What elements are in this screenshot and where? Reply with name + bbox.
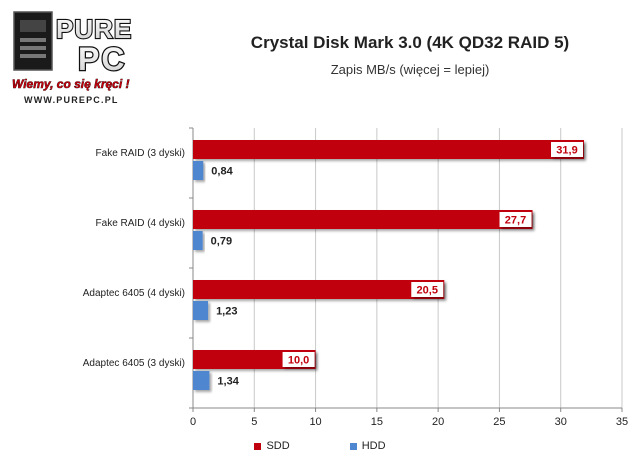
data-label-hdd: 0,84 [211, 166, 233, 178]
x-tick-label: 15 [371, 416, 383, 428]
legend-label-sdd: SDD [266, 440, 290, 452]
category-label: Fake RAID (4 dyski) [96, 218, 185, 229]
data-label-sdd: 27,7 [505, 215, 526, 227]
data-label-box [551, 142, 584, 157]
chart-legend: SDD HDD [0, 440, 640, 452]
data-label-sdd: 31,9 [556, 145, 577, 157]
chart-subtitle: Zapis MB/s (więcej = lepiej) [330, 62, 490, 77]
category-label: Adaptec 6405 (4 dyski) [83, 288, 185, 299]
legend-item-sdd: SDD [254, 440, 290, 452]
bar-sdd [193, 210, 533, 229]
data-label-sdd: 10,0 [288, 355, 309, 367]
legend-swatch-hdd [349, 442, 357, 450]
data-label-box [282, 352, 315, 367]
x-tick-label: 35 [616, 416, 628, 428]
x-tick-label: 5 [251, 416, 257, 428]
x-tick-label: 25 [493, 416, 505, 428]
category-label: Adaptec 6405 (3 dyski) [83, 358, 185, 369]
data-label-box [499, 212, 532, 227]
logo-tagline: Wiemy, co się kręci ! [12, 77, 130, 91]
x-tick-label: 10 [309, 416, 321, 428]
bar-sdd [193, 280, 445, 299]
bar-hdd [193, 231, 203, 250]
purepc-logo: PURE PC Wiemy, co się kręci ! WWW.PUREPC… [12, 11, 132, 105]
legend-label-hdd: HDD [361, 440, 386, 452]
bar-hdd [193, 301, 209, 320]
x-tick-label: 30 [555, 416, 567, 428]
chart-title: Crystal Disk Mark 3.0 (4K QD32 RAID 5) [250, 33, 570, 52]
bar-sdd [193, 140, 585, 159]
logo-url: WWW.PUREPC.PL [24, 95, 119, 105]
data-label-hdd: 1,34 [217, 376, 239, 388]
bar-hdd [193, 371, 210, 390]
category-label: Fake RAID (3 dyski) [96, 148, 185, 159]
data-label-box [411, 282, 444, 297]
data-label-sdd: 20,5 [417, 285, 438, 297]
x-tick-label: 20 [432, 416, 444, 428]
logo-brand-top: PURE [56, 14, 132, 44]
data-label-hdd: 1,23 [216, 306, 237, 318]
bar-hdd [193, 161, 204, 180]
logo-brand-bottom: PC [78, 41, 126, 77]
data-label-hdd: 0,79 [211, 236, 232, 248]
legend-item-hdd: HDD [349, 440, 386, 452]
legend-swatch-sdd [254, 442, 262, 450]
x-tick-label: 0 [190, 416, 196, 428]
